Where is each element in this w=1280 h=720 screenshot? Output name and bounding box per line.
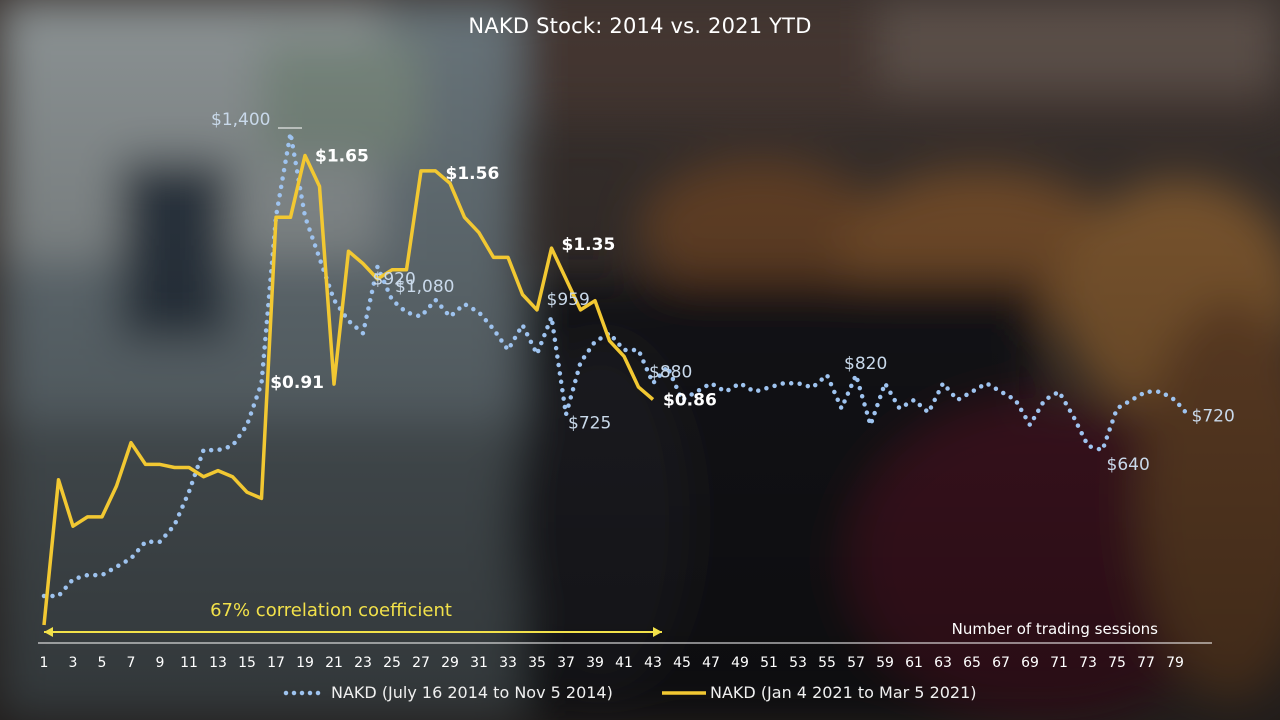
x-tick-label: 13: [209, 655, 227, 671]
x-tick-label: 71: [1050, 655, 1068, 671]
data-label-2021: $0.86: [663, 391, 717, 411]
x-tick-label: 25: [383, 655, 401, 671]
x-tick-label: 1: [40, 655, 49, 671]
data-label-2021: $1.56: [446, 164, 500, 184]
data-label-2014: $1,400: [211, 110, 270, 130]
series-2021-line: [42, 153, 655, 626]
data-labels: $1,400 $920$1,080 $959 $725 $880 $820 $640 $720…: [211, 110, 1235, 475]
x-tick-label: 63: [934, 655, 952, 671]
x-tick-label: 49: [731, 655, 749, 671]
x-tick-label: 23: [354, 655, 372, 671]
x-axis-label: Number of trading sessions: [952, 620, 1159, 638]
data-label-2014: $820: [844, 354, 887, 374]
x-tick-label: 9: [156, 655, 165, 671]
series-2014-line: [41, 132, 1192, 599]
x-tick-label: 11: [180, 655, 198, 671]
x-tick-label: 3: [69, 655, 78, 671]
legend-item-2014: NAKD (July 16 2014 to Nov 5 2014): [283, 683, 613, 702]
x-tick-label: 55: [818, 655, 836, 671]
x-tick-label: 59: [876, 655, 894, 671]
legend-label-2021: NAKD (Jan 4 2021 to Mar 5 2021): [710, 683, 977, 702]
x-tick-label: 47: [702, 655, 720, 671]
data-label-2021: $0.91: [270, 373, 324, 393]
x-tick-label: 51: [760, 655, 778, 671]
correlation-arrow-right-icon: [653, 627, 662, 637]
data-label-2014: $725: [568, 414, 611, 434]
legend-label-2014: NAKD (July 16 2014 to Nov 5 2014): [331, 683, 613, 702]
x-tick-label: 35: [528, 655, 546, 671]
data-label-2014: $959: [547, 290, 590, 310]
x-tick-label: 75: [1108, 655, 1126, 671]
x-tick-label: 53: [789, 655, 807, 671]
x-tick-label: 69: [1021, 655, 1039, 671]
x-tick-label: 79: [1166, 655, 1184, 671]
data-label-2014: $920: [373, 270, 416, 290]
x-tick-label: 33: [499, 655, 517, 671]
x-tick-label: 67: [992, 655, 1010, 671]
x-tick-label: 31: [470, 655, 488, 671]
data-label-2014: $1,080: [395, 277, 454, 297]
data-label-2014: $880: [649, 362, 692, 382]
x-tick-label: 45: [673, 655, 691, 671]
x-tick-label: 21: [325, 655, 343, 671]
x-tick-label: 19: [296, 655, 314, 671]
x-tick-label: 77: [1137, 655, 1155, 671]
x-tick-label: 7: [127, 655, 136, 671]
x-tick-label: 73: [1079, 655, 1097, 671]
x-tick-label: 39: [586, 655, 604, 671]
data-label-2021: $1.65: [315, 146, 369, 166]
chart-title: NAKD Stock: 2014 vs. 2021 YTD: [468, 14, 812, 38]
data-label-2014: $720: [1192, 407, 1235, 427]
data-label-2021: $1.35: [562, 235, 616, 255]
legend-solid-swatch-icon: [662, 690, 706, 695]
x-tick-label: 37: [557, 655, 575, 671]
data-label-2014: $640: [1107, 455, 1150, 475]
legend-item-2021: NAKD (Jan 4 2021 to Mar 5 2021): [662, 683, 977, 702]
x-tick-label: 43: [644, 655, 662, 671]
legend-dotted-swatch-icon: [283, 690, 327, 695]
x-tick-labels: 1 3 5 7 9 11 13 15 17 19 21 23 25 27 29 31 33 35 37 39 41 43 4…: [40, 655, 1184, 671]
x-tick-label: 65: [963, 655, 981, 671]
x-tick-label: 17: [267, 655, 285, 671]
x-tick-label: 41: [615, 655, 633, 671]
correlation-annotation: 67% correlation coefficient: [210, 600, 452, 621]
x-tick-label: 15: [238, 655, 256, 671]
x-tick-label: 61: [905, 655, 923, 671]
x-tick-label: 29: [441, 655, 459, 671]
x-tick-label: 5: [98, 655, 107, 671]
x-tick-label: 27: [412, 655, 430, 671]
correlation-arrow-left-icon: [44, 627, 53, 637]
x-tick-label: 57: [847, 655, 865, 671]
legend: NAKD (July 16 2014 to Nov 5 2014) NAKD (…: [0, 683, 1280, 713]
